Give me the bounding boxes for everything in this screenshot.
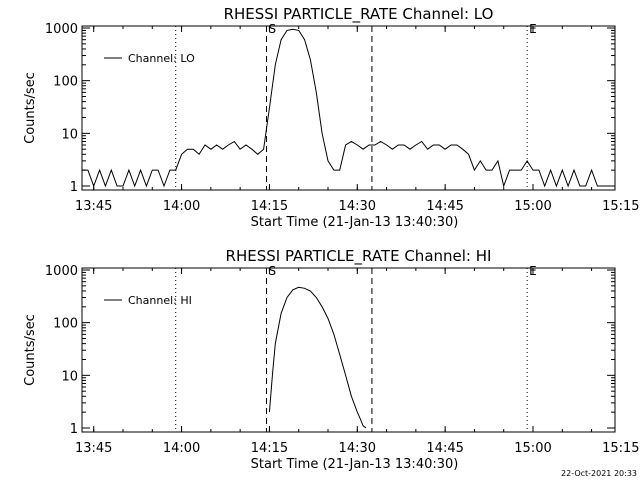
chart-hi-panel: RHESSI PARTICLE_RATE Channel: HI Start Ti…	[23, 247, 640, 472]
chart-lo-y-tick-label: 1000	[45, 22, 78, 37]
chart-lo-x-tick-label: 14:30	[339, 199, 376, 214]
chart-lo-y-axis-label: Counts/sec	[23, 72, 38, 144]
chart-hi-x-tick-label: 13:45	[75, 441, 112, 456]
chart-hi-end-marker: E	[529, 264, 537, 278]
chart-hi-y-tick-label: 1000	[45, 264, 78, 279]
chart-hi-x-tick-label: 14:45	[426, 441, 463, 456]
chart-lo-x-axis-label: Start Time (21-Jan-13 13:40:30)	[251, 215, 459, 230]
chart-hi-x-tick-label: 15:00	[514, 441, 551, 456]
chart-hi-start-marker: S	[269, 264, 277, 278]
chart-lo-y-tick-label: 10	[61, 127, 78, 142]
chart-hi-plot-frame	[81, 267, 616, 433]
chart-hi-x-tick-label: 15:15	[602, 441, 639, 456]
chart-hi-y-axis-label: Counts/sec	[23, 314, 38, 386]
chart-hi-x-axis-label: Start Time (21-Jan-13 13:40:30)	[251, 457, 459, 472]
chart-lo-x-tick-label: 14:00	[163, 199, 200, 214]
chart-lo-x-tick-label: 13:45	[75, 199, 112, 214]
chart-hi-legend-label: Channel: HI	[128, 294, 192, 307]
plot-timestamp: 22-Oct-2021 20:33	[561, 469, 637, 478]
chart-lo-end-marker: E	[529, 22, 537, 36]
chart-hi-y-tick-label: 1	[70, 422, 78, 437]
chart-hi-x-tick-label: 14:00	[163, 441, 200, 456]
chart-lo-legend-label: Channel: LO	[128, 52, 195, 65]
chart-lo-title: RHESSI PARTICLE_RATE Channel: LO	[224, 5, 494, 24]
chart-lo-start-marker: S	[269, 22, 277, 36]
chart-hi-title: RHESSI PARTICLE_RATE Channel: HI	[226, 247, 492, 266]
chart-hi-series-line	[268, 286, 367, 429]
chart-lo-panel: RHESSI PARTICLE_RATE Channel: LO Start Ti…	[23, 5, 640, 230]
chart-lo-plot-frame	[81, 25, 616, 191]
chart-lo-x-tick-label: 14:45	[426, 199, 463, 214]
chart-hi-y-tick-label: 100	[53, 317, 78, 332]
chart-lo-series-line	[82, 28, 615, 188]
chart-lo-x-tick-label: 15:00	[514, 199, 551, 214]
chart-lo-y-tick-label: 1	[70, 180, 78, 195]
chart-hi-x-tick-label: 14:15	[251, 441, 288, 456]
chart-lo-x-tick-label: 14:15	[251, 199, 288, 214]
chart-lo-x-tick-label: 15:15	[602, 199, 639, 214]
chart-lo-y-tick-label: 100	[53, 75, 78, 90]
chart-hi-x-tick-label: 14:30	[339, 441, 376, 456]
chart-hi-y-tick-label: 10	[61, 369, 78, 384]
